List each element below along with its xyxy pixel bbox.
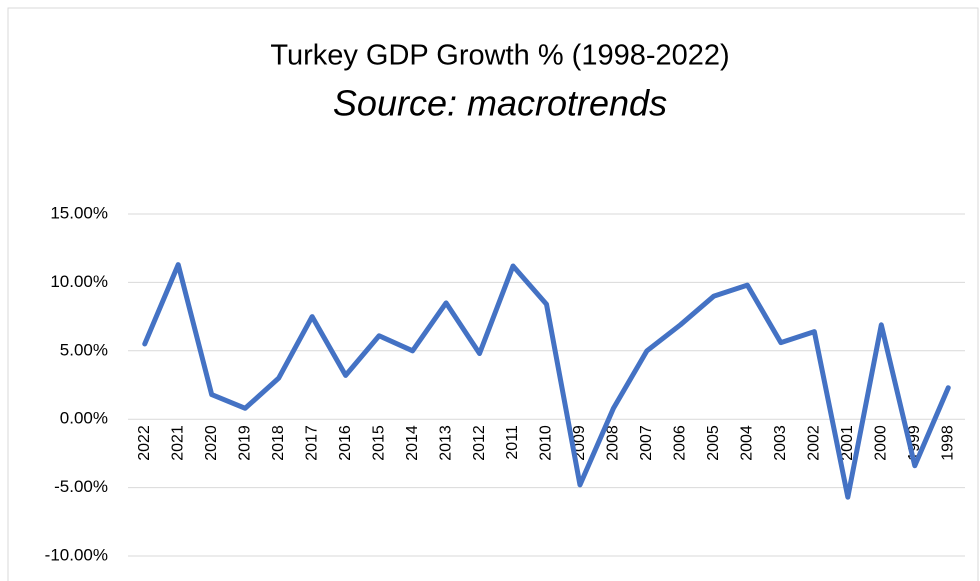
x-tick-label: 2004 bbox=[739, 425, 756, 461]
x-tick-label: 2020 bbox=[203, 425, 220, 461]
x-tick-label: 2017 bbox=[303, 425, 320, 461]
x-tick-label: 2016 bbox=[337, 425, 354, 461]
x-tick-label: 2014 bbox=[404, 425, 421, 461]
x-tick-label: 2010 bbox=[538, 425, 555, 461]
chart-subtitle: Source: macrotrends bbox=[333, 83, 667, 124]
x-tick-label: 2012 bbox=[471, 425, 488, 461]
chart-title: Turkey GDP Growth % (1998-2022) bbox=[270, 40, 729, 72]
x-tick-label: 2006 bbox=[672, 425, 689, 461]
y-tick-label: -5.00% bbox=[54, 477, 108, 496]
x-tick-label: 2000 bbox=[873, 425, 890, 461]
x-tick-label: 2002 bbox=[806, 425, 823, 461]
x-tick-label: 2011 bbox=[504, 425, 521, 460]
x-tick-label: 2003 bbox=[772, 425, 789, 461]
y-tick-label: 15.00% bbox=[50, 203, 108, 222]
x-tick-label: 2013 bbox=[437, 425, 454, 461]
x-tick-label: 2005 bbox=[705, 425, 722, 461]
x-tick-label: 1998 bbox=[939, 425, 956, 461]
y-tick-label: 0.00% bbox=[60, 409, 108, 428]
x-tick-label: 2019 bbox=[236, 425, 253, 461]
x-tick-label: 2015 bbox=[370, 425, 387, 461]
x-tick-label: 2008 bbox=[605, 425, 622, 461]
data-line bbox=[142, 262, 951, 500]
y-tick-label: 10.00% bbox=[50, 272, 108, 291]
x-tick-label: 2007 bbox=[638, 425, 655, 461]
x-tick-label: 2021 bbox=[169, 425, 186, 461]
y-tick-label: -10.00% bbox=[45, 545, 108, 564]
x-tick-label: 2022 bbox=[136, 425, 153, 461]
chart-border bbox=[7, 7, 979, 581]
y-tick-label: 5.00% bbox=[60, 340, 108, 359]
x-tick-label: 2018 bbox=[270, 425, 287, 461]
x-tick-label: 2001 bbox=[839, 425, 856, 461]
